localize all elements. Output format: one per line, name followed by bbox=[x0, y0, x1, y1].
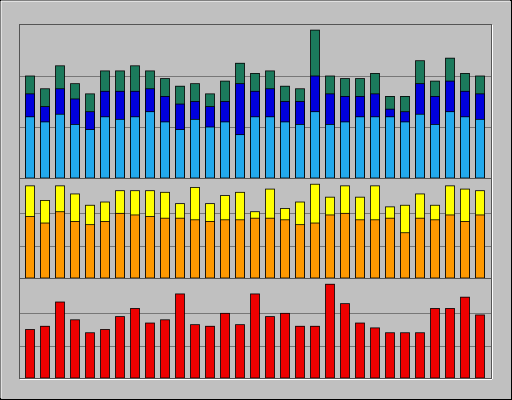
bar bbox=[175, 217, 185, 279]
bar bbox=[475, 118, 485, 179]
bar bbox=[190, 219, 200, 279]
bar bbox=[430, 308, 440, 379]
bar bbox=[265, 116, 275, 179]
bar bbox=[460, 116, 470, 179]
bar bbox=[325, 124, 335, 179]
bar bbox=[100, 116, 110, 179]
bar bbox=[85, 224, 95, 279]
bar bbox=[325, 214, 335, 279]
bar bbox=[235, 134, 245, 179]
bar bbox=[370, 116, 380, 179]
bar bbox=[235, 219, 245, 279]
bar bbox=[415, 332, 425, 379]
bar bbox=[385, 116, 395, 179]
bar bbox=[190, 324, 200, 379]
bar bbox=[295, 224, 305, 279]
bar bbox=[310, 325, 320, 379]
bar bbox=[430, 124, 440, 179]
bar bbox=[115, 118, 125, 179]
bar bbox=[70, 319, 80, 379]
bar bbox=[160, 217, 170, 279]
bar bbox=[205, 325, 215, 379]
bar bbox=[385, 332, 395, 379]
bar bbox=[340, 303, 350, 379]
bar bbox=[205, 126, 215, 179]
bar bbox=[40, 222, 50, 279]
bar bbox=[85, 129, 95, 179]
bar bbox=[175, 129, 185, 179]
bar bbox=[85, 332, 95, 379]
bar bbox=[25, 329, 35, 379]
bar bbox=[250, 116, 260, 179]
bar bbox=[370, 219, 380, 279]
bar bbox=[400, 121, 410, 179]
bar bbox=[55, 301, 65, 379]
bar bbox=[100, 329, 110, 379]
bar bbox=[250, 217, 260, 279]
bar bbox=[145, 216, 155, 279]
bar bbox=[460, 296, 470, 379]
bar bbox=[415, 113, 425, 179]
bar bbox=[325, 283, 335, 379]
bar bbox=[475, 214, 485, 279]
bar bbox=[145, 322, 155, 379]
bar bbox=[160, 319, 170, 379]
bar bbox=[475, 314, 485, 379]
bar bbox=[295, 325, 305, 379]
bar bbox=[445, 214, 455, 279]
bar bbox=[25, 116, 35, 179]
bar bbox=[235, 324, 245, 379]
bar bbox=[55, 113, 65, 179]
bar bbox=[355, 322, 365, 379]
bar bbox=[280, 121, 290, 179]
bar bbox=[265, 316, 275, 379]
bar bbox=[460, 221, 470, 279]
bar bbox=[205, 221, 215, 279]
bar bbox=[280, 312, 290, 379]
bar bbox=[220, 121, 230, 179]
bar bbox=[310, 222, 320, 279]
bar bbox=[400, 332, 410, 379]
bar bbox=[115, 316, 125, 379]
bar bbox=[100, 221, 110, 279]
bar bbox=[145, 111, 155, 179]
bar bbox=[70, 124, 80, 179]
bar bbox=[295, 124, 305, 179]
bar bbox=[55, 211, 65, 279]
bar bbox=[70, 221, 80, 279]
bar bbox=[25, 216, 35, 279]
bar bbox=[385, 217, 395, 279]
bar bbox=[310, 111, 320, 179]
bar bbox=[355, 116, 365, 179]
bar bbox=[400, 232, 410, 279]
bar bbox=[355, 219, 365, 279]
bar bbox=[220, 312, 230, 379]
bar bbox=[280, 219, 290, 279]
bar bbox=[445, 111, 455, 179]
bar bbox=[40, 121, 50, 179]
bar bbox=[265, 217, 275, 279]
bar bbox=[340, 212, 350, 279]
bar bbox=[160, 121, 170, 179]
bar bbox=[130, 116, 140, 179]
bar bbox=[115, 212, 125, 279]
bar bbox=[415, 217, 425, 279]
bar bbox=[250, 293, 260, 379]
bar bbox=[430, 219, 440, 279]
bar bbox=[220, 219, 230, 279]
bar bbox=[340, 121, 350, 179]
bar bbox=[445, 308, 455, 379]
bar bbox=[40, 325, 50, 379]
bar bbox=[130, 308, 140, 379]
bar bbox=[370, 327, 380, 379]
bar bbox=[175, 293, 185, 379]
bar bbox=[130, 214, 140, 279]
bar bbox=[190, 118, 200, 179]
